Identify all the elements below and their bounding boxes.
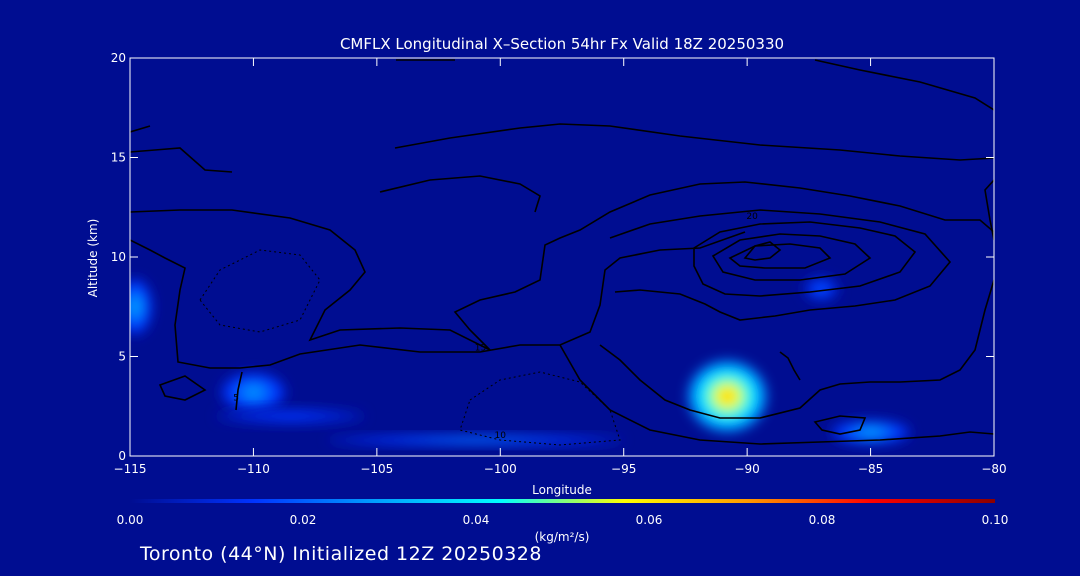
- contour-line: [984, 179, 994, 241]
- x-tick-label: −85: [858, 462, 883, 476]
- contour-label: 10: [495, 431, 507, 441]
- chart-title: CMFLX Longitudinal X–Section 54hr Fx Val…: [340, 35, 784, 53]
- contour-label: 15: [475, 344, 486, 354]
- colorbar-tick-label: 0.08: [809, 513, 836, 527]
- contour-line: [599, 279, 994, 419]
- y-axis-label: Altitude (km): [86, 219, 100, 298]
- flux-hotspot: [327, 435, 624, 446]
- contour-line: [130, 181, 994, 351]
- contour-line: [130, 147, 233, 173]
- footer-caption: Toronto (44°N) Initialized 12Z 20250328: [140, 543, 542, 565]
- x-tick-label: −100: [484, 462, 517, 476]
- contour-line: [394, 123, 994, 161]
- x-tick-label: −115: [114, 462, 147, 476]
- contour-line: [130, 125, 151, 133]
- y-tick-label: 15: [111, 151, 126, 165]
- contour-line: [814, 59, 994, 111]
- x-tick-label: −95: [611, 462, 636, 476]
- x-tick-label: −110: [237, 462, 270, 476]
- contour-line: [459, 371, 621, 446]
- contour-line: [559, 344, 994, 445]
- contour-line: [728, 243, 832, 269]
- flux-hotspot: [216, 408, 365, 425]
- contour-line: [693, 221, 917, 297]
- colorbar-tick-label: 0.10: [982, 513, 1009, 527]
- colorbar-tick-label: 0.02: [290, 513, 317, 527]
- x-axis-label: Longitude: [532, 483, 592, 497]
- contour-lines: [130, 59, 994, 446]
- contour-line: [379, 175, 541, 213]
- x-tick-label: −105: [360, 462, 393, 476]
- contour-line: [711, 233, 872, 281]
- y-tick-label: 20: [111, 51, 126, 65]
- contour-line: [779, 351, 801, 381]
- flux-field: [130, 276, 911, 446]
- contour-labels: 20 15 10 5: [233, 212, 758, 441]
- contour-line: [609, 209, 952, 321]
- x-axis: −115 −110 −105 −100 −95 −90 −85 −80: [114, 58, 1007, 476]
- contour-line: [743, 241, 782, 261]
- flux-hotspot: [130, 278, 153, 335]
- contour-line: [813, 415, 867, 435]
- contour-line: [199, 249, 321, 333]
- y-tick-label: 5: [118, 350, 126, 364]
- contour-line: [235, 371, 243, 411]
- contour-label: 20: [746, 212, 758, 222]
- y-axis: 0 5 10 15 20: [111, 51, 994, 463]
- flux-hotspot: [687, 360, 767, 433]
- y-tick-label: 0: [118, 449, 126, 463]
- colorbar-unit-label: (kg/m²/s): [535, 530, 590, 544]
- contour-line: [158, 375, 207, 401]
- contour-label: 5: [233, 393, 239, 403]
- colorbar: [130, 499, 995, 503]
- contour-line: [130, 231, 746, 369]
- colorbar-tick-label: 0.04: [463, 513, 490, 527]
- x-tick-label: −80: [981, 462, 1006, 476]
- x-tick-label: −90: [734, 462, 759, 476]
- colorbar-tick-label: 0.06: [636, 513, 663, 527]
- colorbar-tick-label: 0.00: [117, 513, 144, 527]
- colorbar-ticks: 0.00 0.02 0.04 0.06 0.08 0.10: [117, 513, 1009, 527]
- y-tick-label: 10: [111, 250, 126, 264]
- flux-hotspot: [221, 372, 286, 413]
